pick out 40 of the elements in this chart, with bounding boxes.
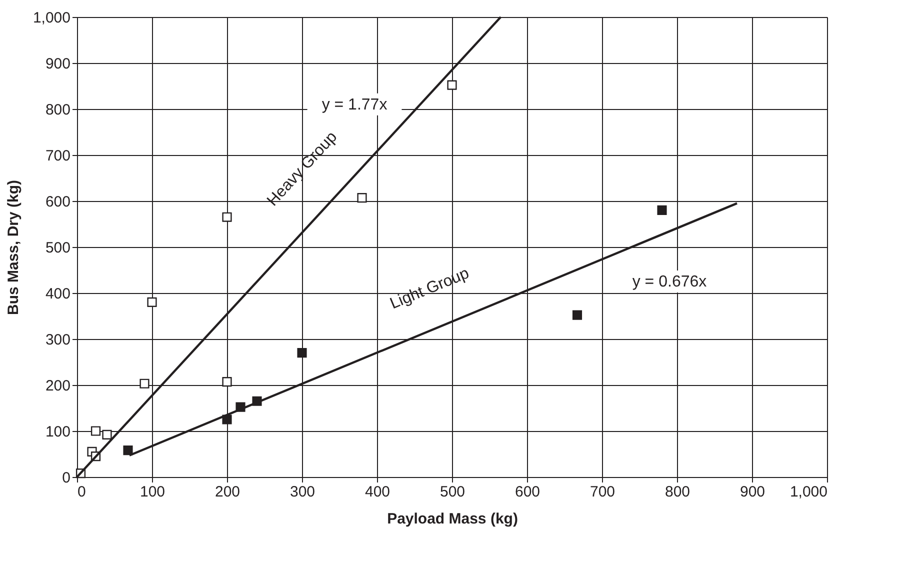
point (140, 378, 150, 388)
y-tick-label: 500 (45, 240, 70, 256)
annotation: y = 0.676x (632, 274, 707, 290)
y-tick-label: 100 (45, 424, 70, 440)
x-axis-title: Payload Mass (kg) (387, 510, 518, 528)
x-tick-label: 400 (364, 484, 390, 500)
y-axis-title: Bus Mass, Dry (kg) (4, 180, 22, 316)
y-tick-label: 700 (45, 148, 70, 164)
point (222, 414, 232, 424)
x-tick-label: 800 (664, 484, 690, 500)
y-tick-label: 300 (45, 332, 70, 348)
y-tick-label: 1,000 (32, 10, 70, 26)
point (222, 376, 232, 387)
x-tick-label: 600 (514, 484, 540, 500)
x-tick-label: 200 (214, 484, 240, 500)
x-tick-label: 900 (740, 484, 766, 500)
x-tick-label: 700 (590, 484, 616, 500)
x-tick-label: 100 (140, 484, 166, 500)
point (297, 348, 307, 358)
point (123, 446, 133, 456)
annotation: y = 1.77x (322, 96, 388, 114)
x-tick-label: 300 (290, 484, 316, 500)
point (657, 205, 667, 215)
point (147, 297, 157, 307)
point (357, 192, 367, 203)
point (222, 212, 232, 222)
y-tick-label: 400 (45, 286, 70, 302)
x-tick-label: 0 (78, 484, 86, 500)
point (102, 430, 112, 440)
y-tick-label: 0 (62, 470, 70, 486)
point (447, 80, 457, 90)
y-tick-label: 800 (45, 102, 70, 118)
point (572, 310, 582, 320)
y-tick-label: 200 (45, 378, 70, 394)
point (90, 426, 101, 436)
x-tick-label: 500 (440, 484, 466, 500)
x-tick-label: 1,000 (790, 484, 828, 500)
y-tick-label: 900 (45, 56, 70, 72)
y-tick-label: 600 (45, 194, 70, 210)
annotation: Light Group (388, 264, 472, 313)
